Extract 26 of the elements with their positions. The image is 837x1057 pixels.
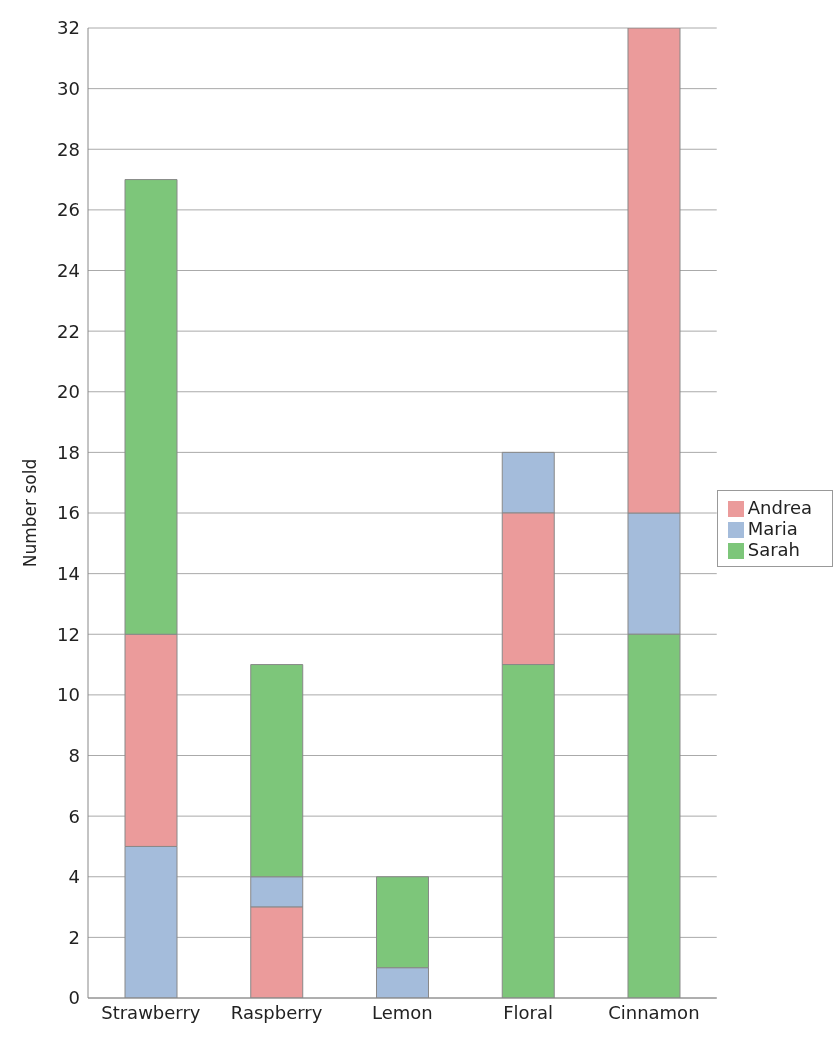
y-tick-label: 30	[57, 78, 80, 100]
y-tick-label: 12	[57, 623, 80, 645]
y-tick-label: 2	[68, 926, 80, 948]
y-tick-label: 8	[68, 744, 80, 766]
y-tick-label: 4	[68, 866, 80, 888]
x-tick-label: Strawberry	[101, 1001, 201, 1023]
y-tick-label: 16	[57, 502, 80, 524]
y-tick-label: 6	[68, 805, 80, 827]
x-tick-label: Lemon	[371, 1001, 433, 1023]
legend-label: Andrea	[747, 496, 812, 518]
y-tick-label: 20	[57, 381, 80, 403]
y-tick-label: 28	[57, 138, 80, 160]
y-tick-label: 26	[57, 199, 80, 221]
y-tick-label: 10	[57, 684, 80, 706]
legend-label: Maria	[747, 517, 798, 539]
y-axis-title: Number sold	[20, 458, 41, 568]
y-tick-label: 24	[57, 259, 80, 281]
x-tick-label: Cinnamon	[608, 1001, 700, 1023]
x-tick-label: Raspberry	[230, 1001, 323, 1023]
y-tick-label: 22	[57, 320, 80, 342]
y-tick-label: 14	[57, 563, 80, 585]
y-tick-label: 32	[57, 17, 80, 39]
legend-label: Sarah	[747, 538, 801, 560]
y-tick-label: 18	[57, 441, 80, 463]
x-tick-label: Floral	[503, 1001, 554, 1023]
y-tick-label: 0	[68, 987, 80, 1009]
